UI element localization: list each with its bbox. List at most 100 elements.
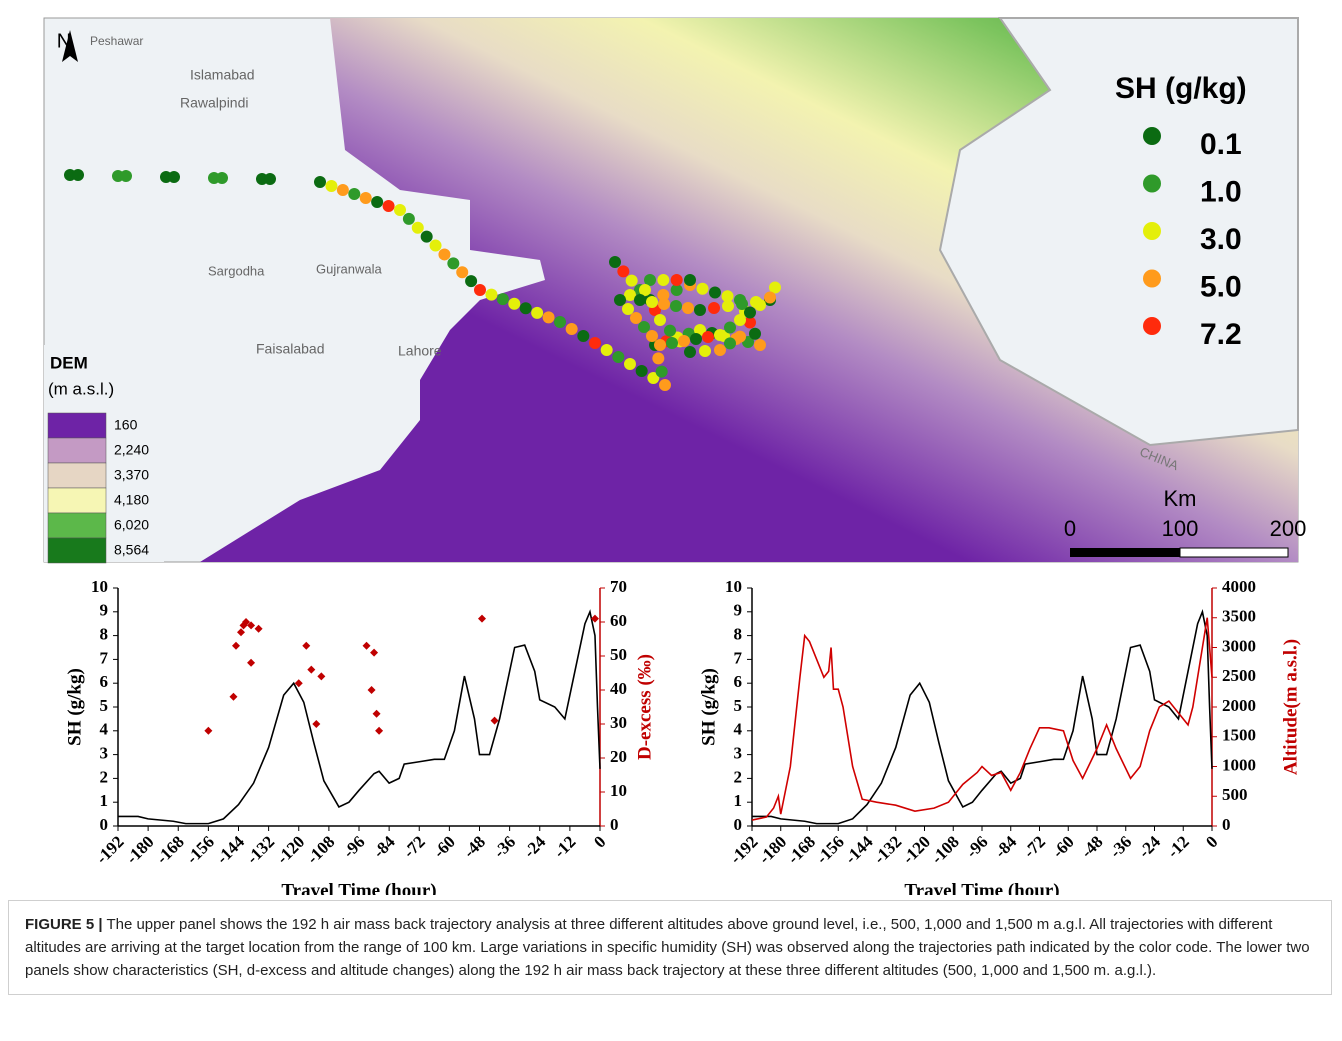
y2-tick-label: 2500 [1222, 666, 1256, 685]
trajectory-point [714, 344, 726, 356]
y-tick-label: 3 [100, 744, 109, 763]
y-tick-label: 6 [734, 672, 743, 691]
scatter-point [478, 615, 486, 623]
y-tick-label: 1 [734, 791, 743, 810]
y2-tick-label: 0 [610, 815, 619, 834]
scatter-point [312, 720, 320, 728]
trajectory-point [520, 302, 532, 314]
trajectory-point [749, 328, 761, 340]
trajectory-point [722, 300, 734, 312]
x-tick-label: -156 [812, 832, 847, 867]
caption-label: FIGURE 5 | [25, 916, 103, 933]
x-tick-label: -180 [755, 832, 790, 867]
y2-axis-title: Altitude(m a.s.l.) [1280, 639, 1301, 775]
scatter-point [363, 642, 371, 650]
trajectory-point [465, 275, 477, 287]
x-tick-label: -84 [369, 832, 399, 862]
x-tick-label: -96 [339, 832, 368, 861]
x-tick-label: 0 [1202, 832, 1221, 851]
trajectory-point [383, 200, 395, 212]
y-tick-label: 5 [734, 696, 743, 715]
trajectory-point [508, 298, 520, 310]
sh-legend-dot [1143, 270, 1161, 288]
y-tick-label: 1 [100, 791, 109, 810]
scatter-point [491, 717, 499, 725]
place-label: Rawalpindi [180, 95, 248, 111]
trajectory-point [168, 171, 180, 183]
dem-legend-label: 4,180 [114, 492, 149, 508]
x-tick-label: -192 [726, 832, 761, 867]
place-label: Peshawar [90, 34, 143, 48]
trajectory-point [216, 172, 228, 184]
trajectory-point [634, 294, 646, 306]
x-tick-label: -48 [460, 832, 489, 861]
scatter-point [375, 727, 383, 735]
scale-bar-black [1070, 548, 1180, 557]
trajectory-point [659, 379, 671, 391]
place-label: Sargodha [208, 263, 265, 278]
y-tick-label: 10 [725, 577, 742, 596]
y2-tick-label: 3500 [1222, 607, 1256, 626]
scale-unit: Km [1164, 486, 1197, 511]
scale-label: 100 [1162, 516, 1199, 541]
trajectory-point [447, 257, 459, 269]
trajectory-point [474, 284, 486, 296]
y-tick-label: 8 [100, 625, 109, 644]
x-tick-label: -108 [303, 832, 338, 867]
x-tick-label: -96 [962, 832, 991, 861]
x-tick-label: -144 [841, 832, 877, 868]
x-axis-title: Travel Time (hour) [281, 880, 436, 895]
trajectory-point [697, 283, 709, 295]
trajectory-point [702, 331, 714, 343]
trajectory-point [325, 180, 337, 192]
scatter-point [317, 672, 325, 680]
dem-swatch [48, 463, 106, 488]
y2-axis-title: D-excess (‰) [634, 654, 655, 760]
sh-legend-dot [1143, 317, 1161, 335]
trajectory-point [456, 266, 468, 278]
trajectory-point [646, 296, 658, 308]
y-tick-label: 8 [734, 625, 743, 644]
y-tick-label: 4 [100, 720, 109, 739]
trajectory-point [614, 294, 626, 306]
place-label: Gujranwala [316, 261, 383, 276]
x-tick-label: -132 [243, 832, 278, 867]
trajectory-point [646, 330, 658, 342]
trajectory-point [617, 265, 629, 277]
dem-legend-label: 160 [114, 417, 138, 433]
y-tick-label: 0 [734, 815, 743, 834]
trajectory-point [360, 192, 372, 204]
dem-legend-label: 6,020 [114, 517, 149, 533]
dem-legend-unit: (m a.s.l.) [48, 379, 114, 398]
trajectory-point [724, 322, 736, 334]
y2-tick-label: 500 [1222, 785, 1248, 804]
trajectory-point [666, 337, 678, 349]
scatter-point [204, 727, 212, 735]
scale-label: 0 [1064, 516, 1076, 541]
scatter-point [247, 659, 255, 667]
sh-legend-title: SH (g/kg) [1115, 72, 1247, 105]
y-tick-label: 7 [100, 648, 109, 667]
trajectory-point [684, 346, 696, 358]
y2-tick-label: 1000 [1222, 755, 1256, 774]
dem-swatch [48, 438, 106, 463]
dem-swatch [48, 538, 106, 563]
y2-tick-label: 20 [610, 747, 627, 766]
trajectory-point [612, 351, 624, 363]
x-tick-label: -60 [1048, 832, 1077, 861]
trajectory-point [624, 358, 636, 370]
trajectory-point [622, 303, 634, 315]
trajectory-point [709, 287, 721, 299]
x-tick-label: -60 [429, 832, 458, 861]
x-tick-label: -36 [490, 832, 519, 861]
scatter-point [232, 642, 240, 650]
trajectory-point [412, 222, 424, 234]
trajectory-point [708, 302, 720, 314]
trajectory-point [337, 184, 349, 196]
y-tick-label: 2 [100, 767, 109, 786]
y-tick-label: 10 [91, 577, 108, 596]
trajectory-point [577, 330, 589, 342]
trajectory-point [654, 314, 666, 326]
y2-tick-label: 10 [610, 781, 627, 800]
trajectory-point [438, 248, 450, 260]
